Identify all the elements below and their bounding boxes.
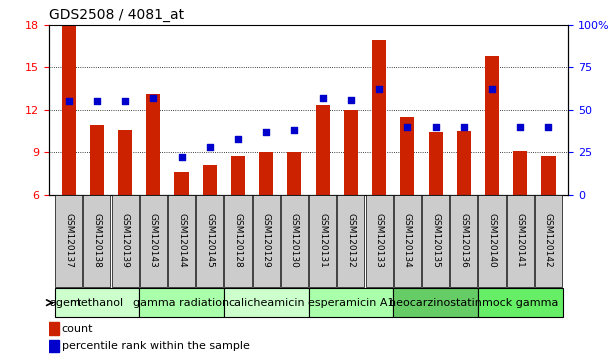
Text: gamma radiation: gamma radiation [133,298,230,308]
Text: GSM120136: GSM120136 [459,213,468,268]
Bar [316,105,330,195]
Text: GSM120141: GSM120141 [516,213,525,268]
FancyBboxPatch shape [253,195,280,287]
Bar [90,125,104,195]
Point [177,154,186,160]
Point [318,95,327,101]
Text: GSM120143: GSM120143 [149,213,158,268]
FancyBboxPatch shape [224,195,252,287]
Text: GSM120131: GSM120131 [318,213,327,268]
Bar [287,152,301,195]
Text: methanol: methanol [70,298,123,308]
Bar [485,56,499,195]
FancyBboxPatch shape [83,195,111,287]
Text: agent: agent [49,298,81,308]
Point [431,124,441,130]
FancyBboxPatch shape [422,195,449,287]
Bar [146,94,160,195]
Point [346,97,356,102]
FancyBboxPatch shape [393,288,478,317]
Bar [49,340,59,352]
Text: neocarzinostatin: neocarzinostatin [389,298,482,308]
Text: GSM120129: GSM120129 [262,213,271,268]
FancyBboxPatch shape [365,195,393,287]
Bar [428,132,442,195]
FancyBboxPatch shape [309,288,393,317]
Text: esperamicin A1: esperamicin A1 [308,298,394,308]
Text: GDS2508 / 4081_at: GDS2508 / 4081_at [49,8,184,22]
Bar [457,131,471,195]
Point [148,95,158,101]
Point [205,144,214,150]
Text: GSM120137: GSM120137 [64,213,73,268]
Bar [118,130,132,195]
FancyBboxPatch shape [478,195,505,287]
FancyBboxPatch shape [196,195,223,287]
Text: GSM120135: GSM120135 [431,213,440,268]
FancyBboxPatch shape [55,195,82,287]
Text: GSM120128: GSM120128 [233,213,243,268]
Text: count: count [62,324,93,333]
Text: GSM120138: GSM120138 [92,213,101,268]
Text: mock gamma: mock gamma [482,298,558,308]
Point [403,124,412,130]
Bar [372,40,386,195]
Text: GSM120142: GSM120142 [544,213,553,268]
FancyBboxPatch shape [394,195,421,287]
Text: GSM120144: GSM120144 [177,213,186,268]
Bar [231,156,245,195]
FancyBboxPatch shape [450,195,477,287]
Point [487,86,497,92]
Point [233,136,243,142]
Point [374,86,384,92]
FancyBboxPatch shape [309,195,336,287]
Text: calicheamicin: calicheamicin [228,298,304,308]
Bar [203,165,217,195]
Bar [513,151,527,195]
Text: GSM120132: GSM120132 [346,213,356,268]
FancyBboxPatch shape [139,288,224,317]
Bar [175,172,189,195]
FancyBboxPatch shape [507,195,534,287]
FancyBboxPatch shape [478,288,563,317]
Text: GSM120130: GSM120130 [290,213,299,268]
Bar [541,156,555,195]
Text: GSM120140: GSM120140 [488,213,497,268]
Point [262,129,271,135]
Bar [49,322,59,335]
FancyBboxPatch shape [54,288,139,317]
FancyBboxPatch shape [535,195,562,287]
Point [92,98,102,104]
Text: GSM120145: GSM120145 [205,213,214,268]
Point [290,127,299,133]
FancyBboxPatch shape [168,195,195,287]
Text: GSM120139: GSM120139 [120,213,130,268]
FancyBboxPatch shape [281,195,308,287]
Bar [400,117,414,195]
Bar [259,152,273,195]
FancyBboxPatch shape [224,288,309,317]
Point [459,124,469,130]
Bar [344,110,358,195]
Point [120,98,130,104]
Text: percentile rank within the sample: percentile rank within the sample [62,341,250,351]
FancyBboxPatch shape [337,195,364,287]
Point [544,124,554,130]
Point [515,124,525,130]
Bar [62,26,76,195]
Text: GSM120133: GSM120133 [375,213,384,268]
FancyBboxPatch shape [112,195,139,287]
Point [64,98,73,104]
FancyBboxPatch shape [140,195,167,287]
Text: GSM120134: GSM120134 [403,213,412,268]
